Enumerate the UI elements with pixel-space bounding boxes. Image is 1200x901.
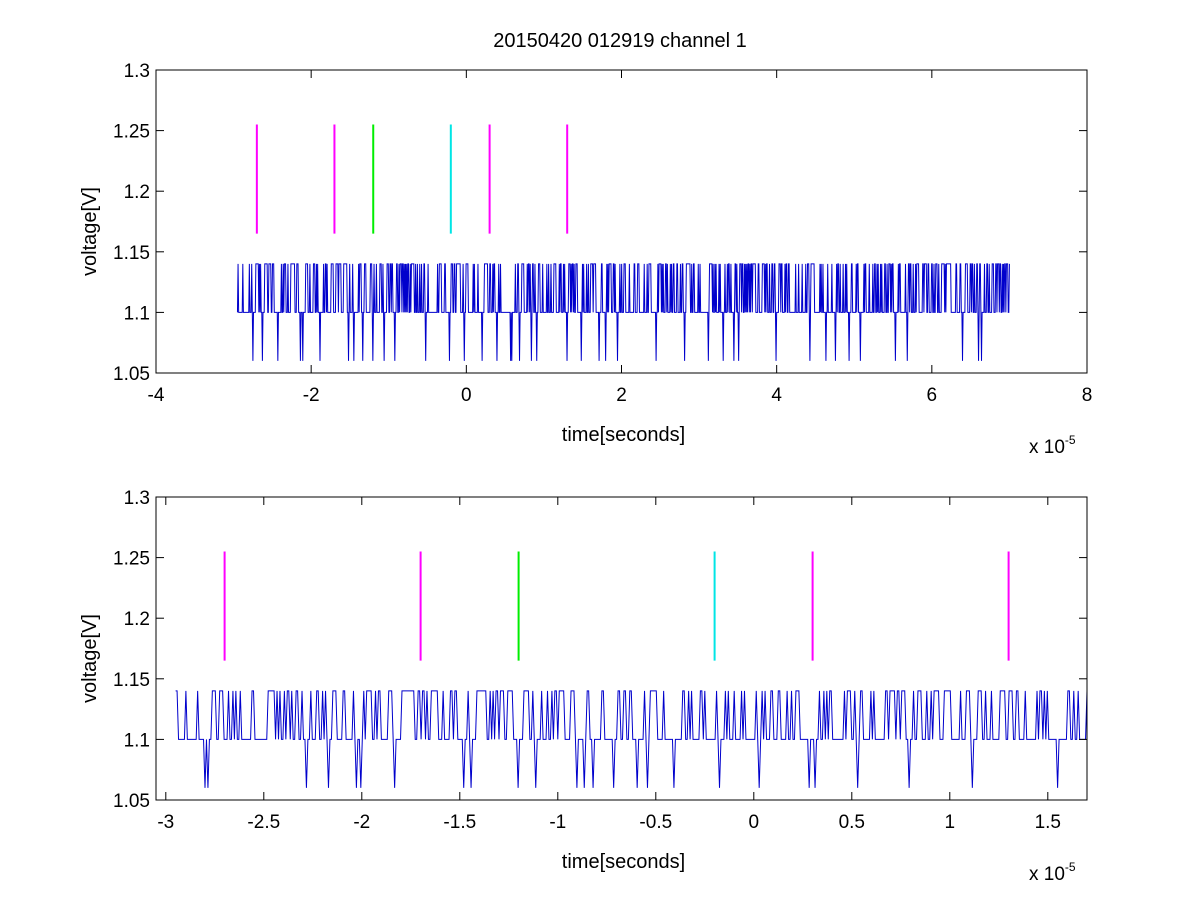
y-tick-label: 1.25 [113,549,150,570]
x-tick-label: 8 [1082,385,1093,406]
x-tick-label: 4 [771,385,782,406]
y-tick-label: 1.05 [113,791,150,812]
top-x-ticks: -4 -2 0 2 4 6 8 [148,70,1093,406]
bottom-x-axis-label: time[seconds] [562,851,685,873]
x-tick-label: -1.5 [443,812,476,833]
top-x-axis-label: time[seconds] [562,424,685,446]
bottom-x-multiplier-exponent: -5 [1065,860,1076,874]
x-tick-label: 1.5 [1035,812,1061,833]
top-event-markers [255,124,569,234]
x-tick-label: 6 [927,385,938,406]
x-tick-label: -1 [549,812,566,833]
bottom-y-axis-label: voltage[V] [79,614,101,703]
y-tick-label: 1.2 [124,182,150,203]
top-x-multiplier-base: x 10 [1029,437,1065,458]
top-y-ticks: 1.05 1.1 1.15 1.2 1.25 1.3 [113,61,1087,385]
bottom-voltage-trace [175,690,1088,788]
y-tick-label: 1.3 [124,488,150,509]
y-tick-label: 1.1 [124,303,150,324]
x-tick-label: -2.5 [247,812,280,833]
x-tick-label: 1 [945,812,956,833]
y-tick-label: 1.3 [124,61,150,82]
bottom-event-markers [223,551,1010,661]
y-tick-label: 1.15 [113,670,150,691]
y-tick-label: 1.25 [113,122,150,143]
top-y-axis-label: voltage[V] [79,187,101,276]
x-tick-label: 2 [616,385,627,406]
top-subplot: -4 -2 0 2 4 6 8 1.05 1.1 1.15 1.2 1.25 1.3 time[sec… [79,61,1092,458]
bottom-x-multiplier: x 10-5 [1029,860,1076,885]
bottom-x-multiplier-base: x 10 [1029,864,1065,885]
y-tick-label: 1.2 [124,609,150,630]
x-tick-label: -0.5 [639,812,672,833]
top-x-multiplier-exponent: -5 [1065,433,1076,447]
voltage-line [236,263,1010,361]
x-tick-label: -2 [303,385,320,406]
x-tick-label: 0 [749,812,760,833]
x-tick-label: 0.5 [839,812,865,833]
x-tick-label: -2 [353,812,370,833]
top-voltage-trace [236,263,1010,361]
x-tick-label: -3 [157,812,174,833]
voltage-line [175,690,1088,788]
top-x-multiplier: x 10-5 [1029,433,1076,458]
bottom-y-ticks: 1.05 1.1 1.15 1.2 1.25 1.3 [113,488,1087,812]
bottom-x-ticks: -3 -2.5 -2 -1.5 -1 -0.5 0 0.5 1 1.5 [157,497,1061,833]
y-tick-label: 1.05 [113,364,150,385]
y-tick-label: 1.15 [113,243,150,264]
x-tick-label: 0 [461,385,472,406]
x-tick-label: -4 [148,385,165,406]
figure-title: 20150420 012919 channel 1 [493,30,747,52]
y-tick-label: 1.1 [124,730,150,751]
bottom-subplot: -3 -2.5 -2 -1.5 -1 -0.5 0 0.5 1 1.5 1.051.11.151.… [79,488,1088,885]
bottom-axes-box [155,496,1088,801]
top-axes-box [155,69,1088,374]
